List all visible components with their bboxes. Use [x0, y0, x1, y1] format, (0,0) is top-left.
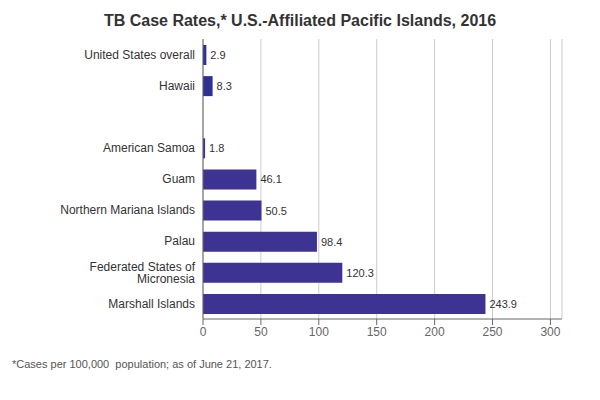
- svg-text:50: 50: [254, 325, 268, 339]
- html-text:*Cases per 100,000 population;: *Cases per 100,000 population; as of Jun…: [12, 358, 272, 370]
- svg-text:Palau: Palau: [164, 234, 195, 248]
- svg-text:300: 300: [540, 325, 560, 339]
- html-text:TB Case Rates,* U.S.-Affiliate: TB Case Rates,* U.S.-Affiliated Pacific …: [103, 12, 497, 29]
- svg-text:Hawaii: Hawaii: [159, 79, 195, 93]
- svg-text:98.4: 98.4: [321, 236, 342, 248]
- svg-text:100: 100: [309, 325, 329, 339]
- svg-text:150: 150: [367, 325, 387, 339]
- svg-text:0: 0: [200, 325, 207, 339]
- svg-text:2.9: 2.9: [210, 49, 225, 61]
- svg-text:200: 200: [425, 325, 445, 339]
- svg-text:Northern Mariana Islands: Northern Mariana Islands: [60, 203, 195, 217]
- svg-text:50.5: 50.5: [265, 205, 286, 217]
- svg-text:United States overall: United States overall: [84, 48, 195, 62]
- svg-text:250: 250: [483, 325, 503, 339]
- svg-text:Marshall Islands: Marshall Islands: [108, 297, 195, 311]
- svg-text:1.8: 1.8: [209, 142, 224, 154]
- svg-text:Guam: Guam: [162, 172, 195, 186]
- svg-text:American Samoa: American Samoa: [103, 141, 195, 155]
- svg-text:46.1: 46.1: [260, 173, 281, 185]
- svg-text:8.3: 8.3: [217, 80, 232, 92]
- svg-text:120.3: 120.3: [346, 267, 374, 279]
- svg-text:243.9: 243.9: [489, 298, 517, 310]
- svg-text:Federated States ofMicronesia: Federated States ofMicronesia: [90, 260, 196, 286]
